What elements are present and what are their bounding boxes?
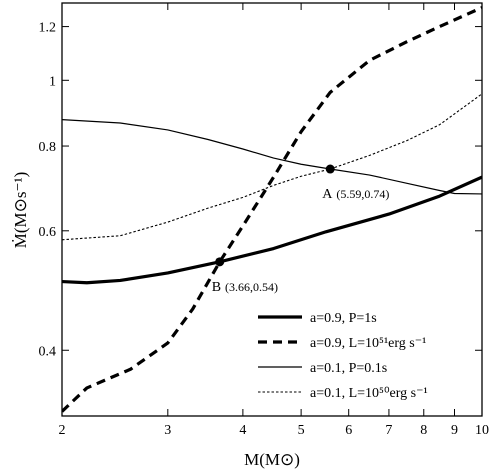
y-tick-label: 0.8 xyxy=(39,140,57,155)
x-tick-label: 7 xyxy=(385,423,392,438)
legend-label-1: a=0.9, P=1s xyxy=(310,311,377,326)
legend: a=0.9, P=1s a=0.9, L=10⁵¹erg s⁻¹ a=0.1, P=… xyxy=(258,311,428,401)
x-tick-label: 10 xyxy=(475,423,489,438)
legend-label-4: a=0.1, L=10⁵⁰erg s⁻¹ xyxy=(310,386,428,401)
plot-frame xyxy=(61,2,483,417)
point-label-a: A (5.59,0.74) xyxy=(322,187,389,202)
series-line-2 xyxy=(62,6,482,413)
annotation-points: A (5.59,0.74) B (3.66,0.54) xyxy=(212,164,389,295)
x-tick-label: 4 xyxy=(239,423,246,438)
series-line-4 xyxy=(62,93,482,241)
legend-label-2: a=0.9, L=10⁵¹erg s⁻¹ xyxy=(310,336,426,351)
x-tick-label: 2 xyxy=(59,423,66,438)
axis-ticks: 2 3 4 5 6 7 8 9 10 0.4 0.6 0.8 1 1.2 xyxy=(39,3,489,438)
x-axis-title: M(M⊙) xyxy=(244,450,300,469)
x-tick-label: 9 xyxy=(451,423,458,438)
x-tick-label: 3 xyxy=(164,423,171,438)
y-tick-label: 1.2 xyxy=(39,21,57,36)
y-tick-label: 0.6 xyxy=(39,225,57,240)
series-lines xyxy=(62,6,482,413)
point-label-b: B (3.66,0.54) xyxy=(212,280,278,295)
y-tick-label: 0.4 xyxy=(39,344,57,359)
x-tick-label: 8 xyxy=(420,423,427,438)
y-axis-title: Ṁ(M⊙s⁻¹) xyxy=(11,172,30,248)
series-line-3 xyxy=(62,119,482,195)
series-line-1 xyxy=(62,175,482,285)
legend-label-3: a=0.1, P=0.1s xyxy=(310,361,387,376)
x-tick-label: 6 xyxy=(345,423,352,438)
y-tick-label: 1 xyxy=(49,74,56,89)
point-a xyxy=(325,164,335,174)
point-b xyxy=(215,257,225,267)
x-tick-label: 5 xyxy=(298,423,305,438)
